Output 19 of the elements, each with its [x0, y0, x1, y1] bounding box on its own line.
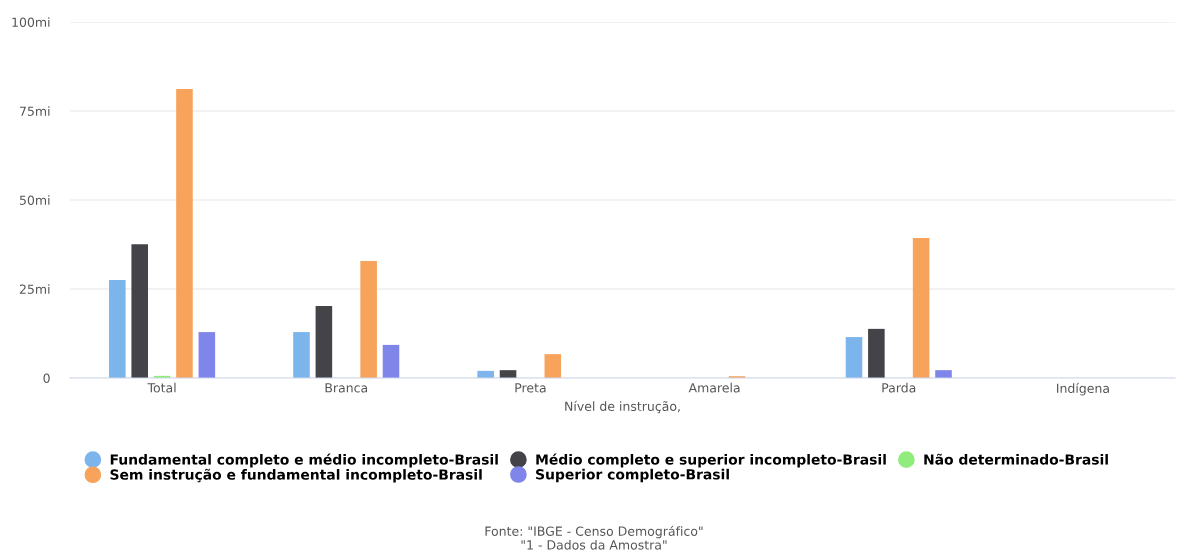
- y-tick-label: 75mi: [20, 106, 50, 116]
- legend-label: Superior completo-Brasil: [536, 468, 729, 483]
- x-tick-label: Parda: [882, 382, 916, 393]
- x-tick-label: Branca: [325, 383, 368, 393]
- source-note: Fonte: "IBGE - Censo Demográfico": [485, 525, 703, 539]
- legend-label: Fundamental completo e médio incompleto-Brasil: [110, 453, 498, 468]
- y-tick-label: 100mi: [12, 17, 50, 27]
- x-tick-label: Preta: [515, 383, 546, 393]
- text: "1 - Dados da Amostra": [521, 539, 667, 550]
- legend-label: Sem instrução e fundamental incompleto-Brasil: [110, 468, 482, 483]
- y-tick-label: 0: [43, 373, 50, 383]
- x-tick-label: Amarela: [688, 382, 740, 393]
- y-tick-label: 25mi: [19, 284, 50, 294]
- y-tick-label: 50mi: [19, 195, 50, 205]
- x-axis-title: Nível de instrução,: [565, 400, 680, 414]
- legend-label: Não determinado-Brasil: [924, 453, 1108, 465]
- x-tick-label: Total: [147, 382, 176, 393]
- x-tick-label: Indígena: [1057, 382, 1109, 396]
- legend-label: Médio completo e superior incompleto-Brasil: [536, 453, 886, 468]
